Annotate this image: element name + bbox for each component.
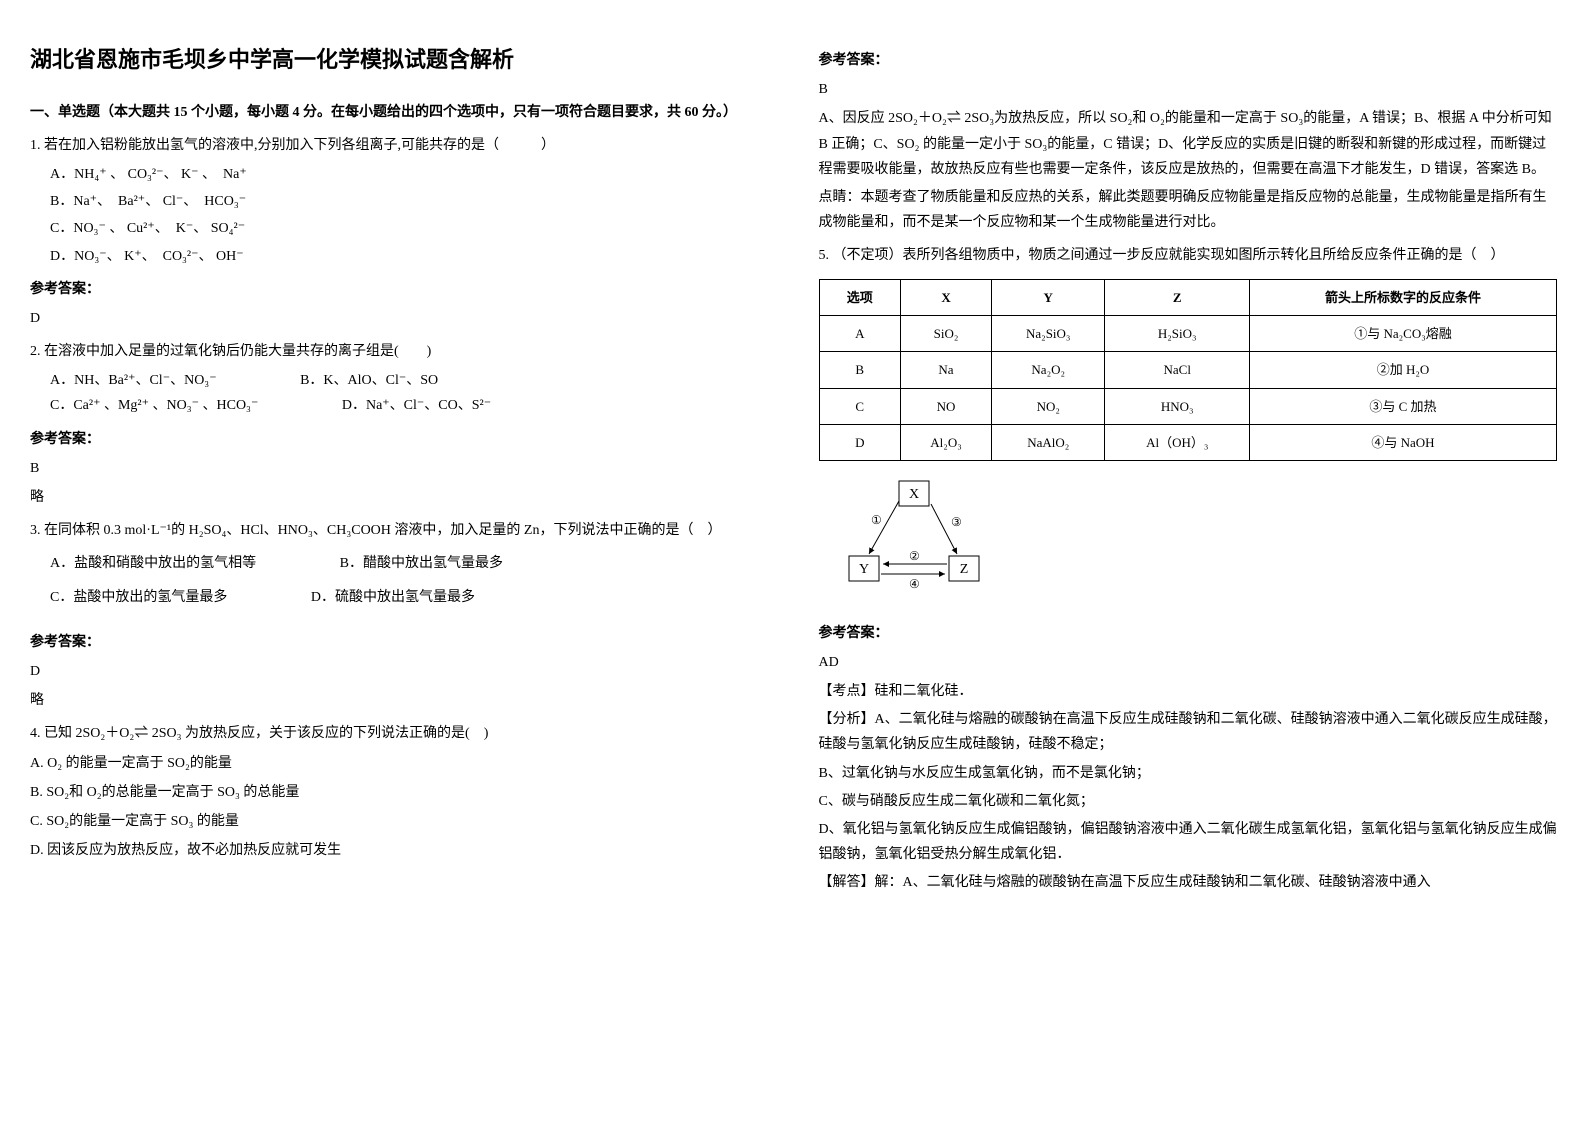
q3-text: 3. 在同体积 0.3 mol·L⁻¹的 H₂SO₄、HCl、HNO₃、CH₃C…: [30, 518, 769, 543]
table-row: BNaNa₂O₂NaCl②加 H₂O: [819, 352, 1557, 388]
table-cell: HNO₃: [1105, 388, 1249, 424]
q2-option-c: C．Ca²⁺ 、Mg²⁺ 、NO₃⁻ 、HCO₃⁻: [50, 393, 258, 418]
question-2: 2. 在溶液中加入足量的过氧化钠后仍能大量共存的离子组是( ) A．NH、Ba²…: [30, 339, 769, 419]
table-cell: Na₂SiO₃: [991, 315, 1105, 351]
table-cell: A: [819, 315, 901, 351]
q3-answer: D: [30, 659, 769, 684]
edge-xy: [869, 501, 899, 554]
table-row: DAl₂O₃NaAlO₂Al（OH）₃④与 NaOH: [819, 425, 1557, 461]
table-cell: NaAlO₂: [991, 425, 1105, 461]
q2-option-d: D．Na⁺、Cl⁻、CO、S²⁻: [342, 393, 491, 418]
q4-explain-2: 点睛：本题考查了物质能量和反应热的关系，解此类题要明确反应物能量是指反应物的总能…: [819, 185, 1558, 235]
edge-label-4: ④: [909, 577, 920, 591]
q5-solve: 【解答】解：A、二氧化硅与熔融的碳酸钠在高温下反应生成硅酸钠和二氧化碳、硅酸钠溶…: [819, 870, 1558, 895]
node-y-label: Y: [858, 562, 868, 577]
q1-answer: D: [30, 306, 769, 331]
table-cell: C: [819, 388, 901, 424]
q4-option-b: B. SO₂和 O₂的总能量一定高于 SO₃ 的总能量: [30, 780, 769, 805]
q4-answer: B: [819, 77, 1558, 102]
table-cell: ②加 H₂O: [1249, 352, 1556, 388]
q1-option-c: C．NO₃⁻ 、 Cu²⁺、 K⁻、 SO₄²⁻: [50, 216, 769, 241]
q2-text: 2. 在溶液中加入足量的过氧化钠后仍能大量共存的离子组是( ): [30, 339, 769, 364]
table-cell: ①与 Na₂CO₃熔融: [1249, 315, 1556, 351]
q4-option-d: D. 因该反应为放热反应，故不必加热反应就可发生: [30, 838, 769, 863]
question-5: 5. （不定项）表所列各组物质中，物质之间通过一步反应就能实现如图所示转化且所给…: [819, 243, 1558, 605]
q2-option-b: B．K、AlO、Cl⁻、SO: [300, 368, 438, 393]
q4-option-a: A. O₂ 的能量一定高于 SO₂的能量: [30, 751, 769, 776]
q1-text: 1. 若在加入铝粉能放出氢气的溶液中,分别加入下列各组离子,可能共存的是（ ）: [30, 133, 769, 158]
q5-c: C、碳与硝酸反应生成二氧化碳和二氧化氮；: [819, 789, 1558, 814]
table-row: CNONO₂HNO₃③与 C 加热: [819, 388, 1557, 424]
th-z: Z: [1105, 279, 1249, 315]
q2-option-a: A．NH、Ba²⁺、Cl⁻、NO₃⁻: [50, 368, 217, 393]
left-column: 湖北省恩施市毛坝乡中学高一化学模拟试题含解析 一、单选题（本大题共 15 个小题…: [30, 40, 769, 899]
th-option: 选项: [819, 279, 901, 315]
section-1-title: 一、单选题（本大题共 15 个小题，每小题 4 分。在每小题给出的四个选项中，只…: [30, 100, 769, 125]
q2-options: A．NH、Ba²⁺、Cl⁻、NO₃⁻ B．K、AlO、Cl⁻、SO C．Ca²⁺…: [50, 368, 769, 418]
page-title: 湖北省恩施市毛坝乡中学高一化学模拟试题含解析: [30, 40, 769, 80]
table-cell: Al₂O₃: [901, 425, 992, 461]
q4-explain-1: A、因反应 2SO₂＋O₂⇌ 2SO₃为放热反应，所以 SO₂和 O₂的能量和一…: [819, 106, 1558, 182]
triangle-diagram-svg: X Y Z ① ③ ② ④: [839, 476, 999, 596]
table-cell: NO: [901, 388, 992, 424]
table-cell: B: [819, 352, 901, 388]
q5-answer: AD: [819, 650, 1558, 675]
q3-option-c: C．盐酸中放出的氢气量最多: [50, 585, 227, 610]
q1-option-d: D．NO₃⁻、 K⁺、 CO₃²⁻、 OH⁻: [50, 244, 769, 269]
table-header-row: 选项 X Y Z 箭头上所标数字的反应条件: [819, 279, 1557, 315]
table-cell: SiO₂: [901, 315, 992, 351]
th-x: X: [901, 279, 992, 315]
question-1: 1. 若在加入铝粉能放出氢气的溶液中,分别加入下列各组离子,可能共存的是（ ） …: [30, 133, 769, 269]
table-cell: NaCl: [1105, 352, 1249, 388]
th-y: Y: [991, 279, 1105, 315]
table-cell: Na₂O₂: [991, 352, 1105, 388]
th-condition: 箭头上所标数字的反应条件: [1249, 279, 1556, 315]
q5-point: 【考点】硅和二氧化硅．: [819, 679, 1558, 704]
question-4: 4. 已知 2SO₂＋O₂⇌ 2SO₃ 为放热反应，关于该反应的下列说法正确的是…: [30, 721, 769, 863]
q4-option-c: C. SO₂的能量一定高于 SO₃ 的能量: [30, 809, 769, 834]
node-z-label: Z: [959, 562, 968, 577]
q5-analysis: 【分析】A、二氧化硅与熔融的碳酸钠在高温下反应生成硅酸钠和二氧化碳、硅酸钠溶液中…: [819, 707, 1558, 757]
table-row: ASiO₂Na₂SiO₃H₂SiO₃①与 Na₂CO₃熔融: [819, 315, 1557, 351]
q4-answer-label: 参考答案：: [819, 48, 1558, 73]
q3-option-a: A．盐酸和硝酸中放出的氢气相等: [50, 551, 256, 576]
q5-table-body: ASiO₂Na₂SiO₃H₂SiO₃①与 Na₂CO₃熔融BNaNa₂O₂NaC…: [819, 315, 1557, 461]
q2-note: 略: [30, 485, 769, 510]
q5-text: 5. （不定项）表所列各组物质中，物质之间通过一步反应就能实现如图所示转化且所给…: [819, 243, 1558, 268]
q5-table: 选项 X Y Z 箭头上所标数字的反应条件 ASiO₂Na₂SiO₃H₂SiO₃…: [819, 279, 1558, 462]
edge-label-2: ②: [909, 549, 920, 563]
table-cell: Al（OH）₃: [1105, 425, 1249, 461]
q5-diagram: X Y Z ① ③ ② ④: [839, 476, 1558, 605]
q2-answer-label: 参考答案：: [30, 427, 769, 452]
edge-label-1: ①: [871, 513, 882, 527]
table-cell: NO₂: [991, 388, 1105, 424]
q2-answer: B: [30, 456, 769, 481]
q3-note: 略: [30, 688, 769, 713]
q5-answer-label: 参考答案：: [819, 621, 1558, 646]
q3-option-b: B．醋酸中放出氢气量最多: [340, 551, 503, 576]
q5-d: D、氧化铝与氢氧化钠反应生成偏铝酸钠，偏铝酸钠溶液中通入二氧化碳生成氢氧化铝，氢…: [819, 817, 1558, 867]
q1-option-b: B．Na⁺、 Ba²⁺、 Cl⁻、 HCO₃⁻: [50, 189, 769, 214]
q3-option-d: D．硫酸中放出氢气量最多: [311, 585, 475, 610]
table-cell: ④与 NaOH: [1249, 425, 1556, 461]
table-cell: Na: [901, 352, 992, 388]
node-x-label: X: [908, 487, 918, 502]
q1-answer-label: 参考答案：: [30, 277, 769, 302]
table-cell: D: [819, 425, 901, 461]
q3-answer-label: 参考答案：: [30, 630, 769, 655]
q4-text: 4. 已知 2SO₂＋O₂⇌ 2SO₃ 为放热反应，关于该反应的下列说法正确的是…: [30, 721, 769, 746]
table-cell: H₂SiO₃: [1105, 315, 1249, 351]
q1-option-a: A．NH₄⁺ 、 CO₃²⁻、 K⁻ 、 Na⁺: [50, 162, 769, 187]
table-cell: ③与 C 加热: [1249, 388, 1556, 424]
edge-label-3: ③: [951, 515, 962, 529]
q1-options: A．NH₄⁺ 、 CO₃²⁻、 K⁻ 、 Na⁺ B．Na⁺、 Ba²⁺、 Cl…: [50, 162, 769, 269]
edge-xz: [931, 504, 957, 554]
q5-b: B、过氧化钠与水反应生成氢氧化钠，而不是氯化钠；: [819, 761, 1558, 786]
question-3: 3. 在同体积 0.3 mol·L⁻¹的 H₂SO₄、HCl、HNO₃、CH₃C…: [30, 518, 769, 610]
right-column: 参考答案： B A、因反应 2SO₂＋O₂⇌ 2SO₃为放热反应，所以 SO₂和…: [819, 40, 1558, 899]
q3-options: A．盐酸和硝酸中放出的氢气相等 B．醋酸中放出氢气量最多 C．盐酸中放出的氢气量…: [50, 551, 769, 609]
